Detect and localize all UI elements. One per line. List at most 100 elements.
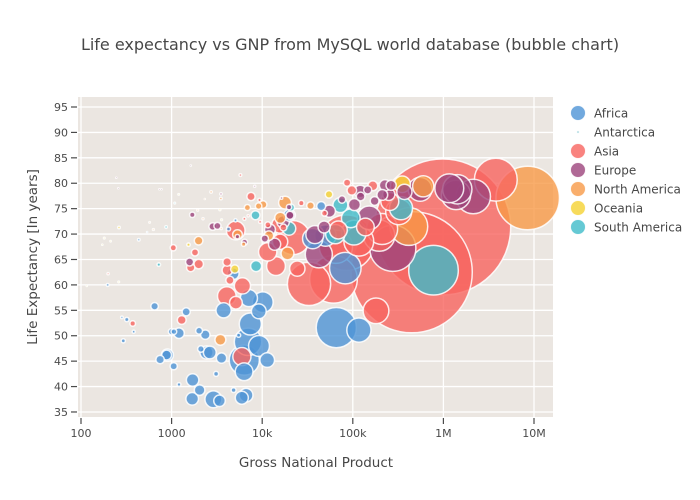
bubble-micronesia[interactable] — [109, 239, 113, 243]
bubble-zambia[interactable] — [212, 394, 227, 408]
bubble-portugal[interactable] — [347, 197, 362, 212]
bubble-congo[interactable] — [196, 345, 205, 353]
bubble-norway[interactable] — [362, 185, 373, 195]
bubble-bolivia[interactable] — [249, 259, 263, 273]
bubble-switzerland[interactable] — [385, 179, 397, 192]
bubble-kenya[interactable] — [247, 334, 271, 358]
bubble-puerto-rico[interactable] — [305, 201, 316, 211]
bubble-austria[interactable] — [376, 188, 389, 202]
bubble-ivory-coast[interactable] — [259, 352, 276, 369]
bubble-guinea-bissau[interactable] — [120, 337, 127, 344]
bubble-guyana[interactable] — [156, 262, 162, 268]
bubble-mali[interactable] — [202, 345, 217, 360]
bubble-kuwait[interactable] — [297, 199, 305, 207]
legend-item-south-america[interactable]: South America — [570, 219, 683, 235]
bubble-vanuatu[interactable] — [117, 280, 121, 284]
bubble-madagascar[interactable] — [215, 301, 232, 319]
bubble-lebanon[interactable] — [279, 223, 288, 232]
bubble-belarus[interactable] — [267, 237, 282, 252]
bubble-gabon[interactable] — [235, 332, 242, 339]
bubble-seychelles[interactable] — [145, 230, 149, 234]
bubble-saudi-arabia[interactable] — [355, 217, 375, 237]
bubble-bahamas[interactable] — [219, 226, 224, 231]
bubble-cape-verde[interactable] — [136, 237, 141, 242]
bubble-israel[interactable] — [346, 184, 358, 196]
bubble-netherlands[interactable] — [396, 183, 413, 201]
bubble-monaco[interactable] — [160, 188, 163, 191]
bubble-georgia[interactable] — [222, 257, 233, 267]
legend-item-africa[interactable]: Africa — [570, 105, 629, 121]
bubble-guinea[interactable] — [215, 352, 228, 365]
bubble-new-zealand[interactable] — [324, 189, 334, 199]
bubble-niger[interactable] — [185, 373, 200, 387]
bubble-jamaica[interactable] — [243, 203, 252, 212]
bubble-djibouti[interactable] — [131, 329, 136, 334]
bubble-bahrain[interactable] — [242, 216, 247, 222]
bubble-dominican-republic[interactable] — [274, 211, 287, 225]
bubble-kazakhstan[interactable] — [288, 260, 306, 278]
legend-item-asia[interactable]: Asia — [570, 143, 620, 159]
bubble-bhutan[interactable] — [129, 319, 137, 328]
bubble-albania[interactable] — [213, 221, 222, 231]
bubble-guatemala[interactable] — [280, 246, 295, 261]
legend-item-antarctica[interactable]: Antarctica — [576, 126, 655, 140]
bubble-haiti[interactable] — [214, 333, 227, 346]
bubble-moldova[interactable] — [184, 257, 195, 267]
bubble-panama[interactable] — [254, 202, 263, 211]
bubble-yemen[interactable] — [233, 277, 252, 295]
bubble-cameroon[interactable] — [250, 303, 267, 320]
bubble-tonga[interactable] — [100, 243, 104, 247]
bubble-suriname[interactable] — [164, 225, 169, 229]
bubble-liechtenstein[interactable] — [158, 188, 161, 191]
bubble-denmark[interactable] — [369, 195, 380, 207]
bubble-canada[interactable] — [411, 174, 435, 198]
bubble-luxembourg[interactable] — [279, 195, 284, 201]
bubble-armenia[interactable] — [190, 248, 200, 257]
bubble-guadeloupe[interactable] — [218, 196, 223, 201]
bubble-botswana[interactable] — [230, 386, 237, 394]
bubble-turkmenistan[interactable] — [225, 275, 235, 286]
bubble-united-arab-emirates[interactable] — [320, 209, 329, 217]
bubble-estonia[interactable] — [234, 233, 241, 240]
bubble-maldives[interactable] — [106, 271, 110, 276]
bubble-san-marino[interactable] — [115, 176, 118, 179]
bubble-trinidad-and-tobago[interactable] — [240, 241, 247, 248]
bubble-malta[interactable] — [219, 191, 223, 196]
bubble-bermuda[interactable] — [203, 197, 207, 201]
bubble-myanmar[interactable] — [362, 297, 390, 325]
bubble-mongolia[interactable] — [169, 243, 178, 252]
bubble-libya[interactable] — [315, 200, 327, 212]
bubble-brunei[interactable] — [246, 213, 251, 218]
bubble-eritrea[interactable] — [150, 301, 160, 311]
bubble-oman[interactable] — [264, 221, 272, 229]
bubble-paraguay[interactable] — [250, 210, 261, 221]
bubble-slovenia[interactable] — [285, 203, 293, 211]
bubble-solomon-islands[interactable] — [116, 225, 122, 230]
bubble-new-caledonia[interactable] — [219, 218, 224, 222]
bubble-singapore[interactable] — [342, 178, 352, 188]
bubble-sierra-leone[interactable] — [155, 354, 166, 365]
bubble-netherlands-antilles[interactable] — [196, 208, 200, 212]
bubble-hungary[interactable] — [317, 220, 331, 234]
bubble-fiji[interactable] — [186, 242, 191, 248]
bubble-croatia[interactable] — [285, 210, 295, 221]
bubble-finland[interactable] — [355, 191, 366, 202]
bubble-iceland[interactable] — [252, 184, 257, 189]
bubble-benin[interactable] — [199, 329, 211, 341]
bubble-equatorial-guinea[interactable] — [119, 315, 124, 320]
bubble-namibia[interactable] — [212, 370, 220, 378]
bubble-belize[interactable] — [151, 227, 156, 232]
bubble-lithuania[interactable] — [260, 234, 270, 244]
bubble-lesotho[interactable] — [170, 328, 178, 336]
bubble-guam[interactable] — [177, 192, 181, 196]
bubble-papua-new-guinea[interactable] — [229, 264, 240, 275]
bubble-macedonia[interactable] — [188, 211, 196, 219]
bubble-swaziland[interactable] — [176, 381, 182, 388]
bubble-central-african-republic[interactable] — [169, 361, 179, 371]
bubble-kiribati[interactable] — [85, 284, 89, 288]
bubble-jordan[interactable] — [246, 191, 256, 202]
bubble-cambodia[interactable] — [228, 295, 244, 310]
bubble-ireland[interactable] — [337, 195, 347, 204]
bubble-south-africa[interactable] — [346, 317, 372, 343]
